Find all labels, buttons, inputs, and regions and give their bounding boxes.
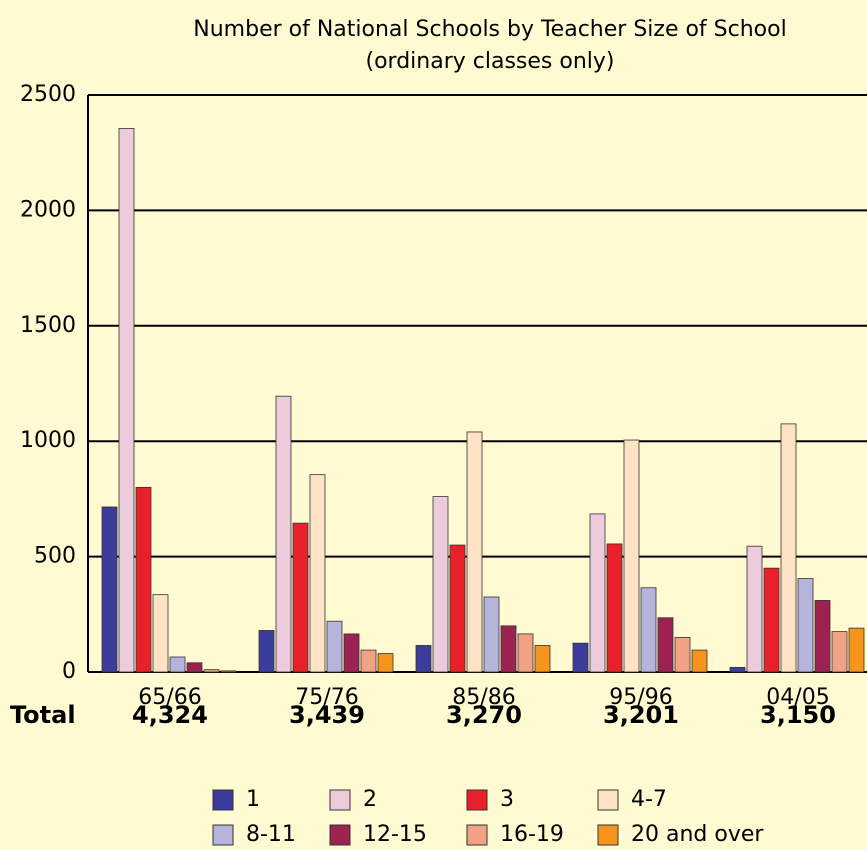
legend-label: 1 [246, 787, 260, 812]
bar [500, 625, 517, 673]
y-tick-label: 0 [62, 659, 76, 684]
chart-subtitle: (ordinary classes only) [366, 49, 615, 74]
bar [343, 633, 360, 673]
bar [831, 631, 848, 673]
legend-swatch [466, 824, 488, 846]
bar [691, 649, 708, 673]
bar [572, 642, 589, 673]
legend-swatch [212, 824, 234, 846]
y-tick-label: 500 [34, 544, 76, 569]
bar [606, 543, 623, 673]
bar [118, 128, 135, 673]
x-tick-label: 65/66 [138, 685, 201, 710]
legend-swatch [212, 789, 234, 811]
bar [848, 627, 865, 673]
legend-label: 12-15 [363, 822, 427, 847]
y-tick-label: 2500 [20, 82, 76, 107]
bar [674, 636, 691, 673]
legend-swatch [597, 789, 619, 811]
bar [746, 545, 763, 673]
bar [449, 544, 466, 673]
bar [415, 645, 432, 673]
legend-swatch [329, 789, 351, 811]
x-tick-label: 04/05 [766, 685, 829, 710]
x-tick-label: 75/76 [295, 685, 358, 710]
legend-label: 2 [363, 787, 377, 812]
y-tick-label: 1500 [20, 313, 76, 338]
legend-swatch [466, 789, 488, 811]
x-tick-label: 85/86 [452, 685, 515, 710]
bar [275, 395, 292, 673]
chart-title: Number of National Schools by Teacher Si… [193, 17, 786, 42]
legend-label: 3 [500, 787, 514, 812]
bar [797, 578, 814, 673]
total-label: 3,201 [603, 701, 679, 729]
bar [169, 656, 186, 673]
legend-label: 20 and over [631, 822, 764, 847]
bar [640, 587, 657, 673]
bar [292, 522, 309, 673]
bar [135, 486, 152, 673]
bar [534, 645, 551, 673]
bar [309, 474, 326, 673]
bar [483, 596, 500, 673]
bar [258, 630, 275, 673]
legend-label: 16-19 [500, 822, 564, 847]
bar [432, 496, 449, 673]
bar [360, 649, 377, 673]
bar [203, 669, 220, 673]
bar [220, 670, 237, 673]
bar [466, 431, 483, 673]
bar [186, 662, 203, 673]
bar [623, 439, 640, 673]
legend-label: 4-7 [631, 787, 667, 812]
bar [326, 620, 343, 673]
total-label: 4,324 [132, 701, 208, 729]
total-label: 3,150 [760, 701, 836, 729]
x-tick-label: 95/96 [609, 685, 672, 710]
bar [152, 594, 169, 673]
total-label: 3,439 [289, 701, 365, 729]
legend-swatch [597, 824, 619, 846]
bar [101, 506, 118, 673]
totals-label: Total [10, 701, 76, 729]
y-tick-label: 1000 [20, 428, 76, 453]
bar [763, 567, 780, 673]
y-tick-label: 2000 [20, 197, 76, 222]
bar [377, 653, 394, 673]
bar [729, 666, 746, 673]
bar [780, 423, 797, 673]
bar [589, 513, 606, 673]
bar [517, 633, 534, 673]
legend-label: 8-11 [246, 822, 296, 847]
total-label: 3,270 [446, 701, 522, 729]
bar [657, 617, 674, 673]
legend-swatch [329, 824, 351, 846]
bar [814, 600, 831, 673]
